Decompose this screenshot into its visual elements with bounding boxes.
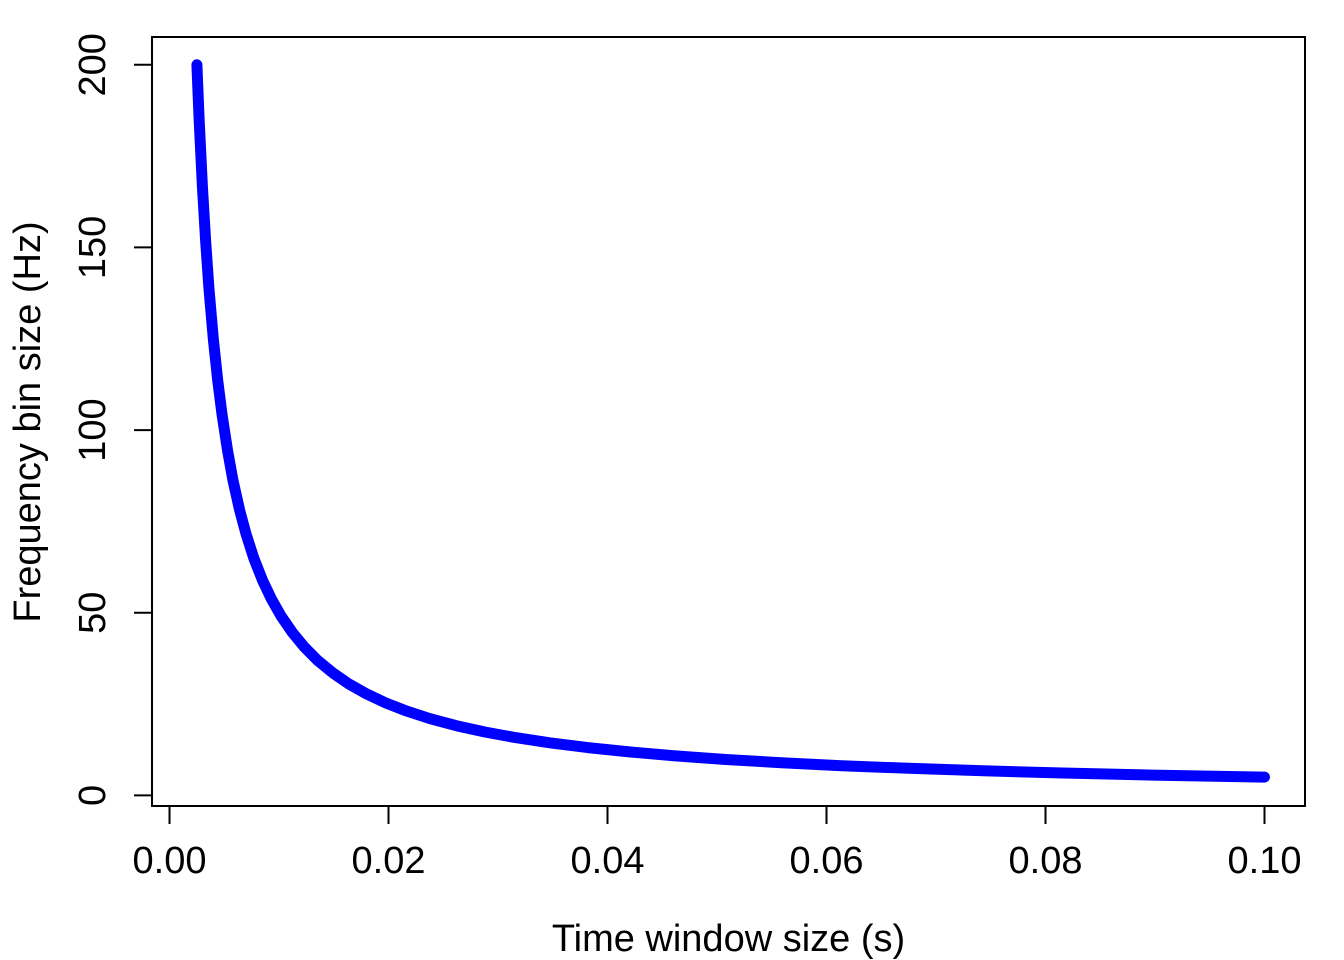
y-axis-title: Frequency bin size (Hz) bbox=[7, 221, 49, 622]
x-axis-tick-label: 0.10 bbox=[1228, 840, 1302, 882]
plot-box bbox=[151, 36, 1306, 807]
x-axis-tick-label: 0.04 bbox=[571, 840, 645, 882]
data-curve bbox=[191, 59, 1270, 783]
y-axis-tick-label: 200 bbox=[72, 33, 114, 96]
y-axis-tick-label: 150 bbox=[72, 216, 114, 279]
y-axis-tick-label: 100 bbox=[72, 398, 114, 461]
x-axis-tick-label: 0.08 bbox=[1009, 840, 1083, 882]
x-axis-tick-label: 0.00 bbox=[133, 840, 207, 882]
x-axis-tick-label: 0.02 bbox=[352, 840, 426, 882]
y-axis-tick-label: 50 bbox=[72, 592, 114, 634]
y-axis-tick-label: 0 bbox=[72, 785, 114, 806]
x-axis-tick-label: 0.06 bbox=[790, 840, 864, 882]
plot-area: 0.00 0.02 0.04 0.06 0.08 0.10 0 50 100 150 200 bbox=[72, 33, 1306, 882]
x-axis-title: Time window size (s) bbox=[552, 918, 905, 960]
